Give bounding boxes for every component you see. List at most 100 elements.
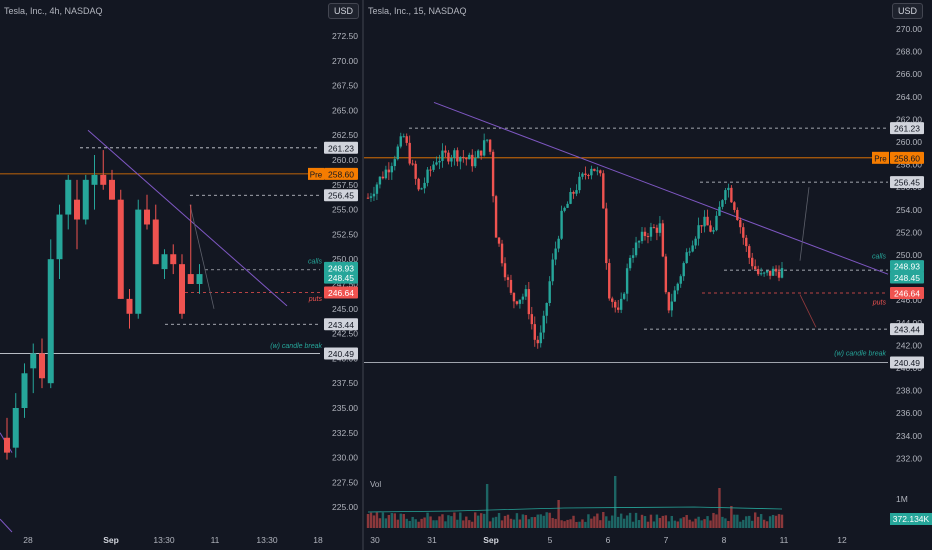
right-candle-body (745, 237, 748, 247)
left-candle-body (179, 264, 185, 314)
left-y-tick: 247.50 (332, 279, 358, 289)
right-volume-bar (572, 515, 575, 528)
left-currency-button[interactable]: USD (328, 3, 360, 19)
right-volume-bar (438, 516, 441, 528)
right-candle-body (420, 188, 423, 190)
right-candle-body (477, 150, 480, 159)
right-projection-down (799, 294, 817, 328)
right-volume-bar (694, 518, 697, 528)
right-candle-body (605, 208, 608, 264)
pane-divider[interactable] (362, 0, 364, 550)
right-volume-bar (724, 518, 727, 528)
right-volume-bar (497, 512, 501, 528)
right-volume-bar (777, 514, 781, 528)
right-volume-bar (625, 515, 629, 528)
right-candle-body (679, 276, 682, 284)
right-candle-body (372, 193, 376, 197)
right-volume-bar (411, 516, 414, 528)
right-volume-bar (634, 512, 638, 528)
left-candle-body (144, 209, 150, 225)
right-candle-body (566, 203, 569, 208)
right-volume-bar (605, 516, 608, 528)
right-volume-bar (399, 513, 402, 528)
right-break-annotation: (w) candle break (834, 351, 886, 358)
right-candle-body (551, 259, 554, 282)
right-volume-bar (753, 512, 757, 528)
right-candle-body (542, 315, 545, 333)
right-volume-bar (474, 512, 477, 528)
right-candle-body (423, 182, 426, 189)
right-candle-body (512, 292, 516, 302)
left-puts-tag-bg (324, 286, 358, 299)
left-puts-tag: 246.64 (328, 288, 354, 298)
right-candle-body (697, 225, 700, 239)
right-volume-bar (465, 516, 468, 528)
right-volume-bar (709, 520, 712, 528)
left-s2-tag: 240.49 (328, 349, 354, 359)
right-candle-body (730, 187, 733, 203)
right-chart-canvas[interactable]: 270.00 268.00 266.00 264.00 262.00 260.00 258.… (364, 0, 932, 550)
right-candle-body (402, 136, 405, 138)
right-candle-body (634, 242, 638, 256)
right-volume-bar (471, 521, 474, 528)
right-volume-bar (611, 515, 614, 528)
right-volume-bar (429, 516, 432, 528)
right-volume-bar (596, 513, 599, 528)
right-puts-annotation: puts (872, 300, 887, 307)
left-chart-canvas[interactable]: 272.50 270.00 267.50 265.00 262.50 260.00 257.… (0, 0, 362, 550)
left-y-tick: 262.50 (332, 130, 358, 140)
right-volume-bar (640, 514, 644, 528)
right-volume-ma (367, 506, 783, 513)
right-y-tick: 242.00 (896, 340, 922, 350)
right-x-tick: 11 (780, 535, 789, 545)
right-chart-pane[interactable]: 270.00 268.00 266.00 264.00 262.00 260.00 258.… (364, 0, 932, 550)
right-volume-bar (536, 514, 539, 528)
right-volume-bar (712, 512, 715, 528)
left-y-tick: 267.50 (332, 81, 358, 91)
right-y-tick: 236.00 (896, 408, 922, 418)
right-volume-bar (619, 513, 623, 528)
right-candle-body (596, 170, 599, 172)
left-candle-body (39, 353, 45, 379)
right-s1-tag: 243.44 (894, 325, 920, 335)
right-candle-body (777, 271, 781, 278)
left-puts-annotation: puts (308, 296, 323, 303)
right-candle-body (712, 230, 715, 232)
right-volume-bar (450, 516, 453, 528)
right-volume-bar (453, 512, 456, 528)
left-y-tick: 257.50 (332, 180, 358, 190)
right-volume-bar (658, 517, 662, 528)
right-candle-body (563, 207, 566, 211)
left-candle-body (126, 298, 133, 314)
right-candle-body (488, 139, 492, 152)
left-candle-body (74, 199, 80, 220)
right-candle-body (625, 268, 629, 294)
left-chart-title: Tesla, Inc., 4h, NASDAQ (4, 6, 103, 16)
right-candle-body (530, 314, 534, 325)
right-volume-bar (614, 476, 617, 528)
left-trendline-3 (0, 518, 13, 533)
right-y-tick: 250.00 (896, 250, 922, 260)
right-candle-body (611, 298, 614, 302)
right-y-tick: 252.00 (896, 227, 922, 237)
right-currency-button[interactable]: USD (892, 3, 924, 19)
left-candle-body (109, 179, 115, 200)
right-x-tick: 5 (548, 535, 553, 545)
right-volume-bar (697, 516, 700, 528)
right-volume-bar (548, 512, 551, 528)
left-y-tick: 265.00 (332, 105, 358, 115)
right-volume-bar (447, 515, 450, 528)
right-candle-body (640, 231, 644, 242)
right-volume-bar (616, 516, 620, 528)
right-volume-axis: 1M (896, 494, 908, 504)
right-volume-bar (459, 512, 462, 528)
right-volume-bar (402, 513, 405, 528)
left-candle-body (170, 254, 177, 265)
right-volume-bar (622, 518, 626, 528)
right-candle-body (450, 157, 453, 162)
left-chart-pane[interactable]: 272.50 270.00 267.50 265.00 262.50 260.00 257.… (0, 0, 362, 550)
right-candle-body (578, 176, 581, 191)
right-candle-body (643, 231, 647, 237)
right-volume-bar (375, 512, 379, 528)
right-volume-bar (691, 521, 694, 528)
